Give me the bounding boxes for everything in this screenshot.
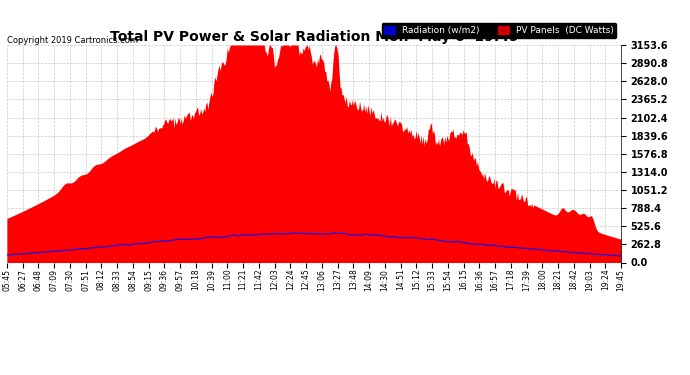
Legend: Radiation (w/m2), PV Panels  (DC Watts): Radiation (w/m2), PV Panels (DC Watts) [382, 23, 616, 38]
Title: Total PV Power & Solar Radiation Mon  May 6  19:49: Total PV Power & Solar Radiation Mon May… [110, 30, 518, 44]
Text: Copyright 2019 Cartronics.com: Copyright 2019 Cartronics.com [7, 36, 138, 45]
